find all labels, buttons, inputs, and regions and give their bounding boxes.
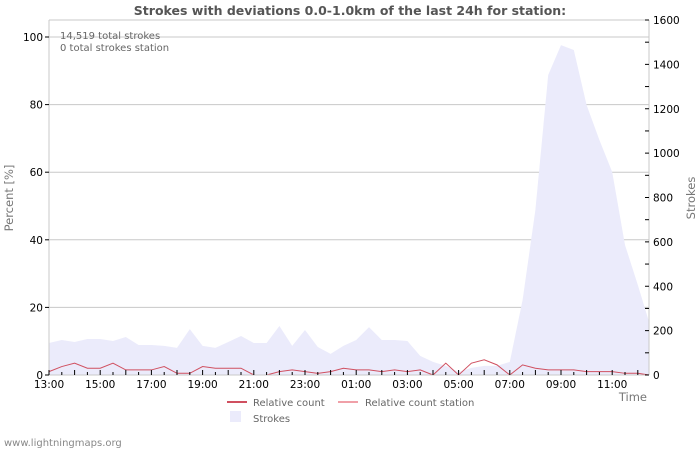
chart-title: Strokes with deviations 0.0-1.0km of the… <box>133 3 567 18</box>
svg-text:05:00: 05:00 <box>443 379 473 391</box>
strokes-area <box>49 45 649 376</box>
svg-text:200: 200 <box>653 326 673 338</box>
relative-count-swatch-icon <box>227 401 247 403</box>
svg-text:Relative count: Relative count <box>253 398 325 409</box>
legend-item-relative-count[interactable]: Relative count <box>227 398 325 409</box>
svg-text:13:00: 13:00 <box>34 379 64 391</box>
footer-link[interactable]: www.lightningmaps.org <box>4 438 122 449</box>
svg-text:1200: 1200 <box>653 104 680 116</box>
svg-text:0: 0 <box>653 370 660 382</box>
y-axis-title-left: Percent [%] <box>2 165 16 232</box>
total-strokes-station-label: 0 total strokes station <box>60 43 169 54</box>
legend-item-relative-count-station[interactable]: Relative count station <box>338 398 474 409</box>
svg-text:20: 20 <box>30 302 43 314</box>
svg-text:23:00: 23:00 <box>290 379 320 391</box>
svg-text:11:00: 11:00 <box>597 379 627 391</box>
svg-text:21:00: 21:00 <box>239 379 269 391</box>
svg-text:60: 60 <box>30 167 43 179</box>
svg-text:800: 800 <box>653 193 673 205</box>
svg-text:19:00: 19:00 <box>187 379 217 391</box>
svg-text:400: 400 <box>653 281 673 293</box>
svg-text:17:00: 17:00 <box>136 379 166 391</box>
svg-text:09:00: 09:00 <box>546 379 576 391</box>
svg-text:Strokes: Strokes <box>253 414 290 425</box>
legend: Relative count Relative count station St… <box>227 398 474 425</box>
svg-text:1000: 1000 <box>653 148 680 160</box>
svg-text:40: 40 <box>30 235 43 247</box>
svg-text:Relative count station: Relative count station <box>365 398 474 409</box>
svg-text:01:00: 01:00 <box>341 379 371 391</box>
total-strokes-label: 14,519 total strokes <box>60 31 160 42</box>
svg-text:100: 100 <box>23 32 43 44</box>
y-axis-title-right: Strokes <box>684 177 698 220</box>
svg-text:07:00: 07:00 <box>495 379 525 391</box>
x-axis-title: Time <box>618 390 647 404</box>
relative-count-station-swatch-icon <box>338 401 358 403</box>
svg-text:1400: 1400 <box>653 59 680 71</box>
legend-item-strokes[interactable]: Strokes <box>230 411 290 425</box>
svg-text:15:00: 15:00 <box>85 379 115 391</box>
strokes-swatch-icon <box>230 411 241 422</box>
relative-count-line <box>48 359 650 376</box>
svg-text:80: 80 <box>30 100 43 112</box>
svg-text:1600: 1600 <box>653 15 680 27</box>
svg-text:600: 600 <box>653 237 673 249</box>
svg-text:0: 0 <box>36 370 43 382</box>
svg-text:03:00: 03:00 <box>392 379 422 391</box>
axes: 0204060801000200400600800100012001400160… <box>23 15 680 391</box>
